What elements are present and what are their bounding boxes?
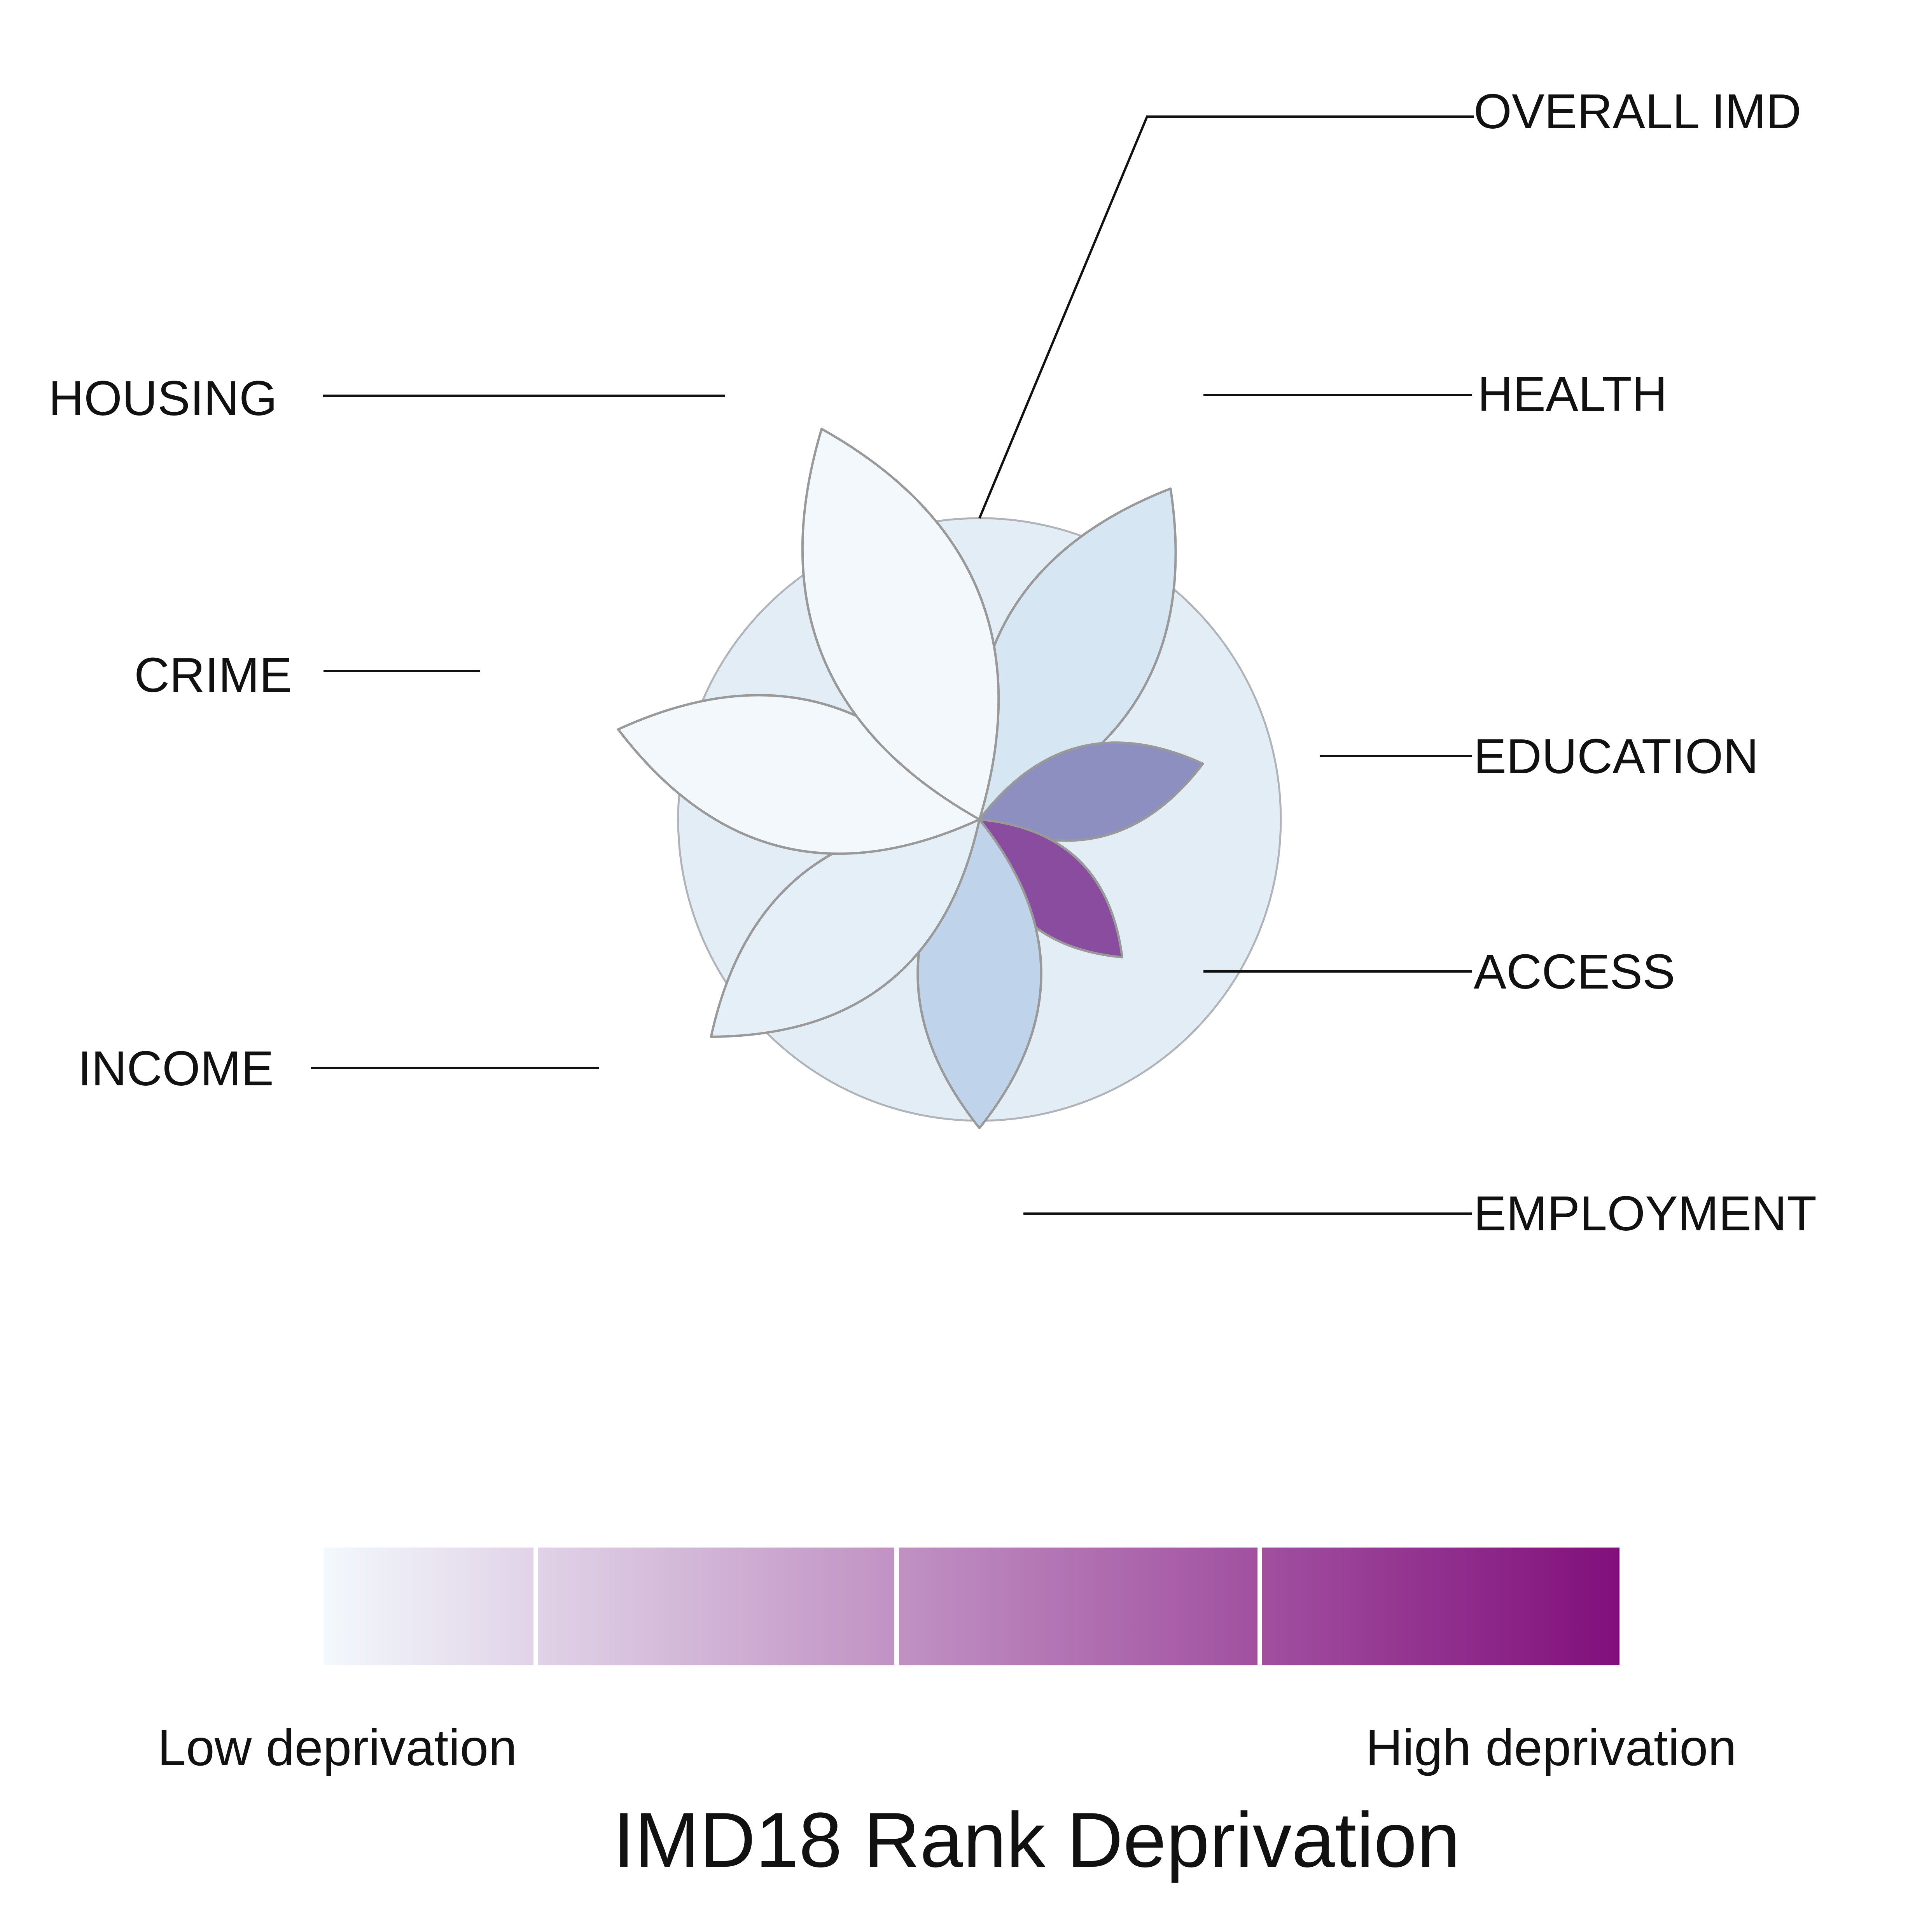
housing-label: HOUSING	[49, 371, 277, 426]
petal-housing	[801, 428, 1000, 821]
legend-tick-2	[894, 1548, 899, 1665]
legend-title: IMD18 Rank Deprivation	[613, 1797, 1460, 1883]
leader-overall-imd	[978, 115, 1474, 519]
education-label: EDUCATION	[1474, 729, 1759, 784]
category-labels: OVERALL IMD HEALTH EDUCATION ACCESS EMPL…	[49, 84, 1817, 1241]
legend-tick-3	[1257, 1548, 1262, 1665]
leader-lines	[311, 115, 1474, 1215]
overall-imd-label: OVERALL IMD	[1474, 84, 1801, 139]
legend-high-label: High deprivation	[1366, 1719, 1737, 1776]
health-label: HEALTH	[1478, 367, 1667, 421]
domain-petals	[617, 428, 1204, 1129]
petal-education	[978, 741, 1204, 842]
employment-label: EMPLOYMENT	[1474, 1186, 1817, 1241]
legend-low-label: Low deprivation	[157, 1719, 517, 1776]
legend-tick-1	[533, 1548, 538, 1665]
crime-label: CRIME	[134, 648, 292, 702]
income-label: INCOME	[78, 1041, 274, 1096]
color-legend: Low deprivation High deprivation IMD18 R…	[157, 1548, 1737, 1883]
legend-gradient-bar	[324, 1548, 1619, 1665]
access-label: ACCESS	[1474, 944, 1675, 999]
